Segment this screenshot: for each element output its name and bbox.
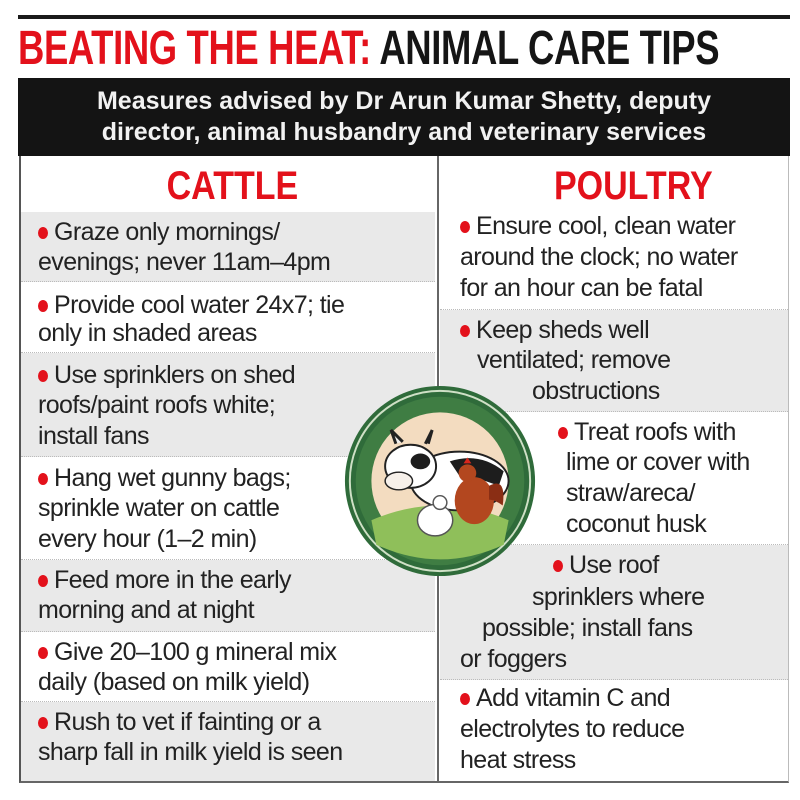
subtitle-line: Measures advised by Dr Arun Kumar Shetty… bbox=[96, 87, 712, 115]
title-highlight: BEATING THE HEAT: bbox=[18, 22, 371, 75]
cattle-row bbox=[21, 282, 435, 353]
poultry-tip-line: or foggers bbox=[460, 645, 567, 673]
cattle-tip-line: every hour (1–2 min) bbox=[38, 525, 257, 553]
poultry-tip-line: lime or cover with bbox=[566, 448, 750, 476]
cattle-tip-line: Hang wet gunny bags; bbox=[38, 463, 291, 493]
top-rule bbox=[18, 15, 790, 19]
poultry-tip-line: coconut husk bbox=[566, 510, 707, 538]
cattle-tip-line: Provide cool water 24x7; tie bbox=[38, 290, 345, 320]
cattle-tip-line: roofs/paint roofs white; bbox=[38, 391, 276, 419]
bullet-icon bbox=[38, 370, 48, 382]
cattle-tip-line: evenings; never 11am–4pm bbox=[38, 248, 331, 276]
cattle-tip-line: sprinkle water on cattle bbox=[38, 494, 280, 522]
tips-frame bbox=[19, 156, 789, 783]
cattle-row bbox=[21, 457, 435, 560]
subtitle-line: director, animal husbandry and veterinar… bbox=[101, 118, 707, 146]
cattle-tip-line: daily (based on milk yield) bbox=[38, 668, 310, 696]
cattle-tip-line: install fans bbox=[38, 422, 150, 450]
cattle-tip-line: only in shaded areas bbox=[38, 319, 257, 347]
page-title: BEATING THE HEAT: ANIMAL CARE TIPS bbox=[18, 22, 720, 75]
poultry-row bbox=[440, 205, 788, 310]
bullet-icon bbox=[460, 325, 470, 337]
cattle-tip-line: sharp fall in milk yield is seen bbox=[38, 738, 343, 766]
cattle-row bbox=[21, 702, 435, 781]
bullet-icon bbox=[38, 300, 48, 312]
title-main: ANIMAL CARE TIPS bbox=[379, 22, 720, 75]
bullet-icon bbox=[558, 427, 568, 439]
cattle-tip-line: Rush to vet if fainting or a bbox=[38, 707, 321, 737]
bullet-icon bbox=[460, 221, 470, 233]
poultry-tip-line: sprinklers where bbox=[532, 583, 705, 611]
poultry-tip-line: ventilated; remove bbox=[477, 346, 671, 374]
cattle-row bbox=[21, 632, 435, 702]
poultry-tip-line: for an hour can be fatal bbox=[460, 274, 703, 302]
poultry-tip-line: obstructions bbox=[532, 377, 660, 405]
poultry-tip-line: Add vitamin C and bbox=[460, 683, 671, 713]
poultry-tip-line: Treat roofs with bbox=[558, 417, 736, 447]
bullet-icon bbox=[38, 473, 48, 485]
cattle-tip-line: morning and at night bbox=[38, 596, 255, 624]
poultry-row bbox=[440, 412, 788, 545]
cattle-tip-line: Feed more in the early bbox=[38, 565, 292, 595]
cattle-heading: CATTLE bbox=[166, 164, 299, 208]
poultry-row bbox=[440, 545, 788, 680]
cattle-row bbox=[21, 212, 435, 282]
poultry-tip-line: Ensure cool, clean water bbox=[460, 211, 736, 241]
poultry-tip-line: Keep sheds well bbox=[460, 315, 650, 345]
poultry-tip-line: Use roof bbox=[553, 550, 659, 580]
cattle-tip-line: Graze only mornings/ bbox=[38, 217, 280, 247]
poultry-tip-line: straw/areca/ bbox=[566, 479, 696, 507]
cattle-tip-line: Use sprinklers on shed bbox=[38, 360, 296, 390]
bullet-icon bbox=[38, 575, 48, 587]
bullet-icon bbox=[38, 227, 48, 239]
poultry-row bbox=[440, 310, 788, 412]
bullet-icon bbox=[38, 647, 48, 659]
poultry-tip-line: possible; install fans bbox=[482, 614, 693, 642]
poultry-tip-line: electrolytes to reduce bbox=[460, 715, 685, 743]
bullet-icon bbox=[553, 560, 563, 572]
subtitle-band: Measures advised by Dr Arun Kumar Shetty… bbox=[18, 78, 790, 156]
cattle-tip-line: Give 20–100 g mineral mix bbox=[38, 637, 337, 667]
cow-and-chickens-medallion-icon bbox=[344, 385, 536, 577]
poultry-tip-line: around the clock; no water bbox=[460, 243, 738, 271]
bullet-icon bbox=[460, 693, 470, 705]
bullet-icon bbox=[38, 717, 48, 729]
cattle-row bbox=[21, 560, 435, 632]
poultry-heading: POULTRY bbox=[554, 164, 713, 208]
poultry-tip-line: heat stress bbox=[460, 746, 576, 774]
